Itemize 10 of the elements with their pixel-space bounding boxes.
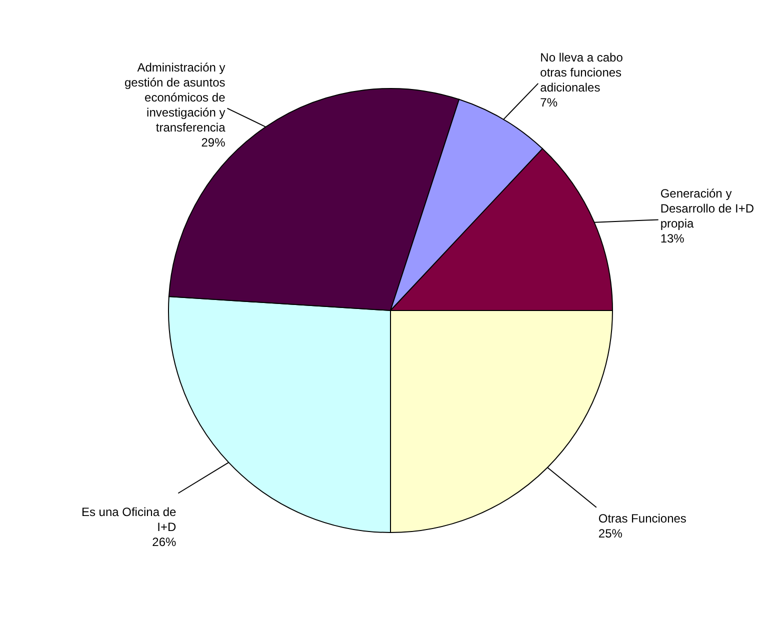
data-label: 13% — [660, 232, 685, 246]
slice-label: Otras Funciones — [598, 511, 686, 526]
data-label: 25% — [598, 526, 623, 540]
slice-label: Generación y Desarrollo de I+D propia — [660, 186, 754, 231]
slice-label: No lleva a cabo otras funciones adicionales — [540, 50, 624, 94]
data-label: 29% — [201, 135, 226, 150]
slice-label: Administración y gestión de asuntos económicos de investigación y transferencia — [124, 60, 226, 134]
data-label: 7% — [540, 95, 558, 110]
slice-label: Es una Oficina de I+D — [81, 504, 177, 534]
data-label: 26% — [152, 534, 176, 549]
